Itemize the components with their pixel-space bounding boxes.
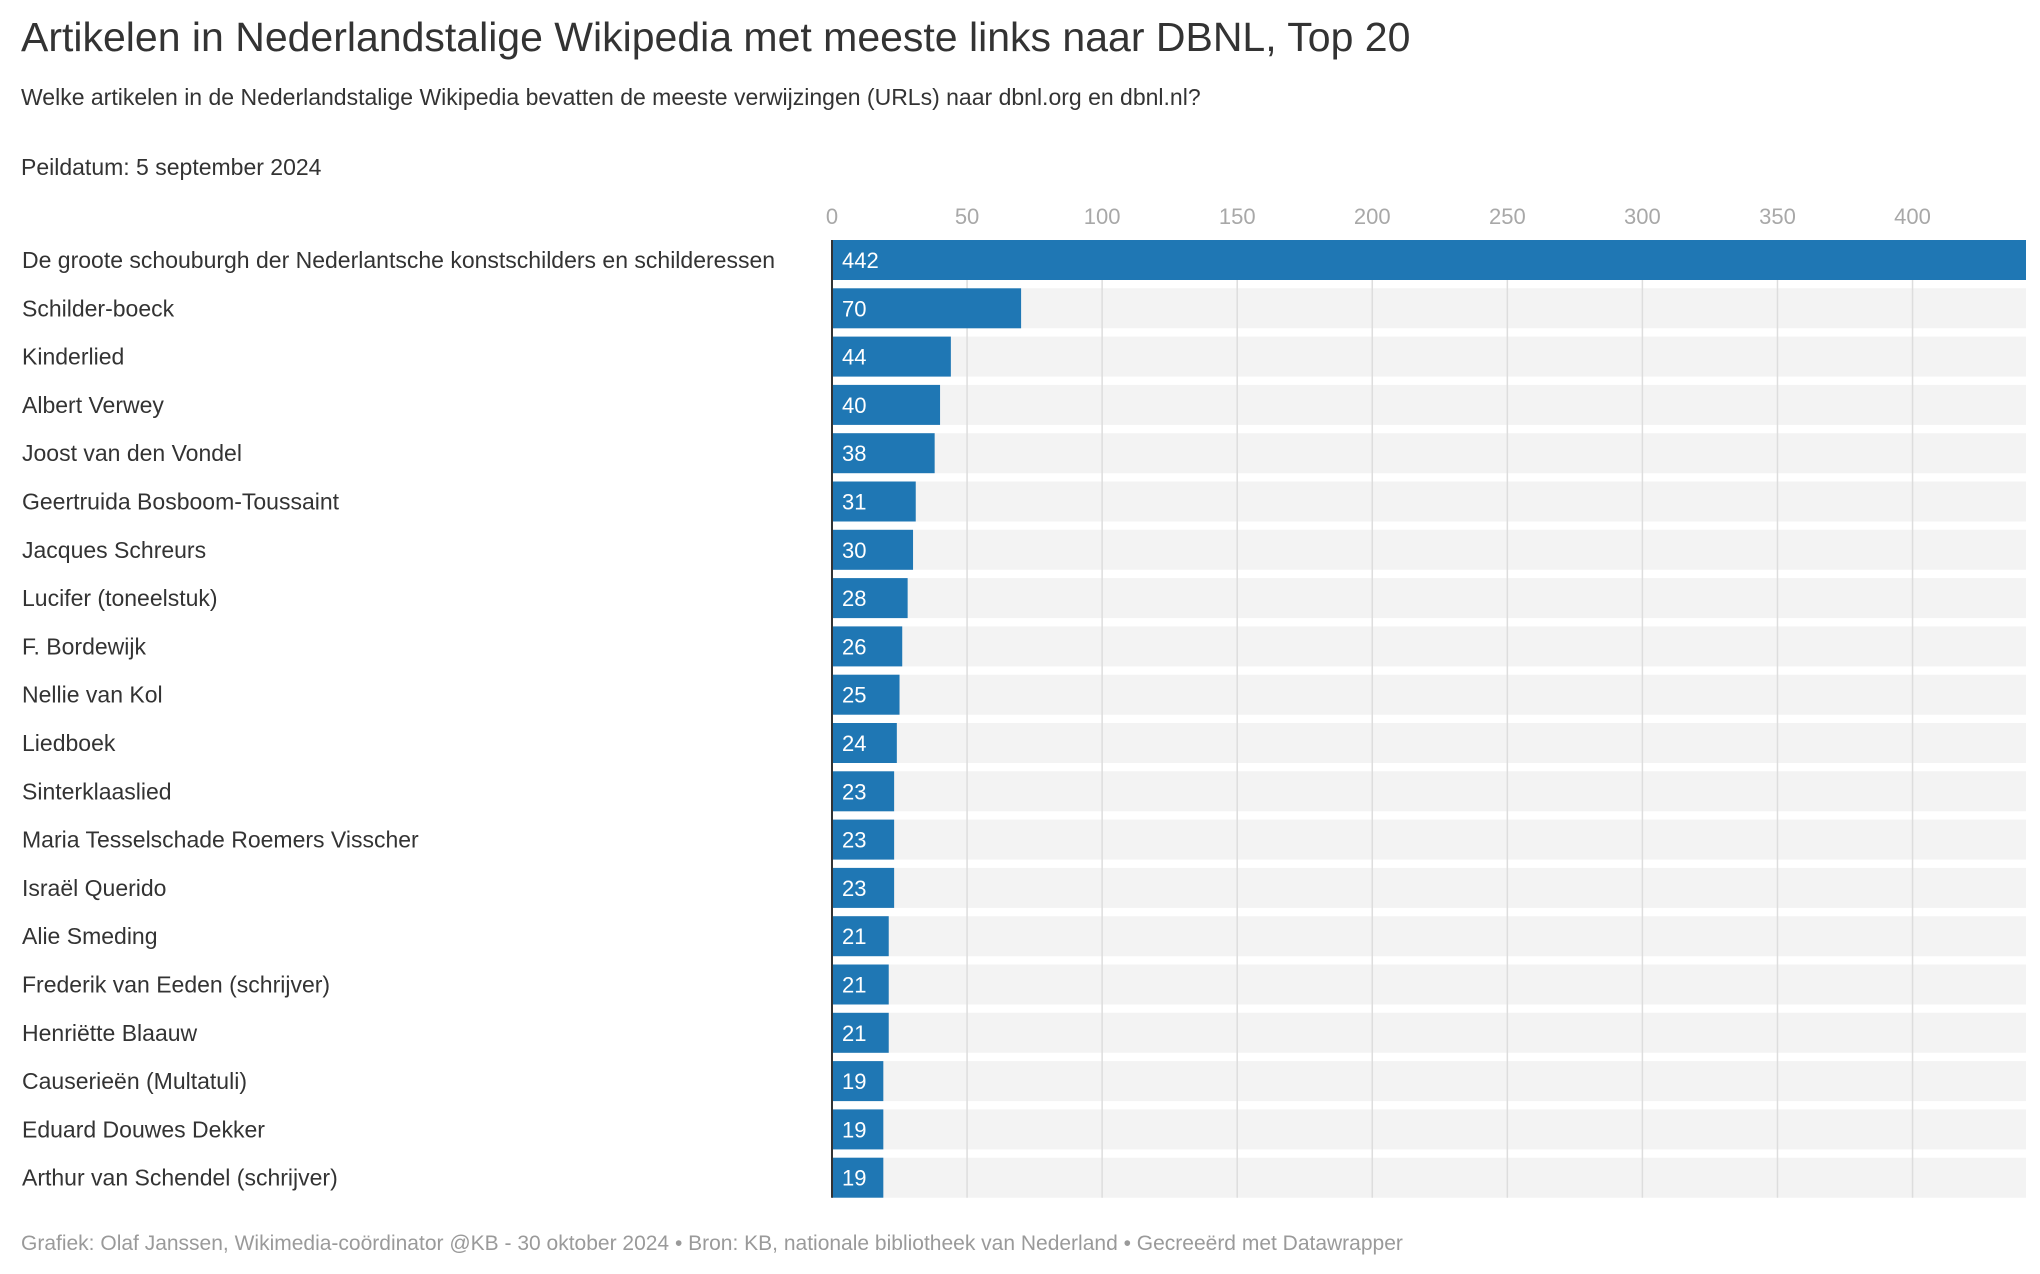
bar	[832, 674, 900, 715]
bar	[832, 1109, 884, 1150]
bar	[832, 481, 916, 522]
row-label: Arthur van Schendel (schrijver)	[22, 1165, 338, 1191]
row-track	[832, 964, 2026, 1005]
bar	[832, 240, 2026, 280]
row-label: Liedboek	[22, 730, 116, 756]
row-tracks	[832, 240, 2026, 1198]
bar-value-label: 26	[842, 634, 866, 659]
bar-value-label: 30	[842, 538, 866, 563]
row-track	[832, 819, 2026, 860]
bar	[832, 384, 941, 425]
bar-chart: 442 70 44 40 38 31 30 28 26 25 24 23 23 23 21 21 21 19 19 1…	[22, 204, 2026, 1198]
row-label: Lucifer (toneelstuk)	[22, 585, 218, 611]
chart-footer: Grafiek: Olaf Janssen, Wikimedia-coördin…	[21, 1232, 1403, 1255]
bar	[832, 433, 935, 474]
bar-value-label: 21	[842, 973, 866, 998]
bar	[832, 288, 1022, 329]
row-track	[832, 1157, 2026, 1198]
bar-value-label: 24	[842, 731, 866, 756]
bar-value-label: 23	[842, 828, 866, 853]
bar-value-label: 70	[842, 296, 866, 321]
x-tick-label: 150	[1219, 204, 1256, 229]
bar	[832, 964, 889, 1005]
bar	[832, 916, 889, 957]
x-tick-label: 200	[1354, 204, 1391, 229]
bar-value-label: 19	[842, 1117, 866, 1142]
row-label: Sinterklaaslied	[22, 778, 172, 804]
row-label: Nellie van Kol	[22, 682, 163, 708]
bar-value-label: 442	[842, 248, 879, 273]
row-track	[832, 1061, 2026, 1102]
bar-value-label: 21	[842, 924, 866, 949]
row-track	[832, 336, 2026, 377]
row-track	[832, 481, 2026, 522]
row-track	[832, 578, 2026, 619]
bar	[832, 626, 903, 667]
row-label: Frederik van Eeden (schrijver)	[22, 972, 330, 998]
row-track	[832, 529, 2026, 570]
row-track	[832, 288, 2026, 329]
bars	[832, 240, 2026, 1198]
row-label: De groote schouburgh der Nederlantsche k…	[22, 247, 775, 273]
bar-value-label: 44	[842, 345, 866, 370]
bar	[832, 819, 895, 860]
row-track	[832, 1012, 2026, 1053]
bar	[832, 336, 951, 377]
row-label: Joost van den Vondel	[22, 440, 242, 466]
row-label: Schilder-boeck	[22, 295, 175, 321]
row-labels: De groote schouburgh der Nederlantsche k…	[22, 247, 775, 1191]
bar-value-label: 31	[842, 490, 866, 515]
x-tick-label: 350	[1759, 204, 1796, 229]
bar-value-label: 23	[842, 779, 866, 804]
row-label: Causerieën (Multatuli)	[22, 1068, 247, 1094]
bar-value-label: 19	[842, 1069, 866, 1094]
x-tick-label: 250	[1489, 204, 1526, 229]
row-label: Henriëtte Blaauw	[22, 1020, 198, 1046]
x-tick-label: 0	[826, 204, 838, 229]
bar-value-label: 23	[842, 876, 866, 901]
bar	[832, 723, 897, 763]
bar	[832, 1157, 884, 1198]
bar-value-label: 19	[842, 1166, 866, 1191]
row-label: Geertruida Bosboom-Toussaint	[22, 489, 340, 515]
row-label: Eduard Douwes Dekker	[22, 1116, 265, 1142]
chart-subtitle: Welke artikelen in de Nederlandstalige W…	[21, 84, 1201, 110]
row-label: Jacques Schreurs	[22, 537, 206, 563]
row-track	[832, 723, 2026, 763]
row-label: F. Bordewijk	[22, 633, 146, 659]
bar	[832, 867, 895, 908]
row-track	[832, 771, 2026, 812]
bar-value-labels: 442 70 44 40 38 31 30 28 26 25 24 23 23 23 21 21 21 19 19 1…	[842, 248, 879, 1191]
row-track	[832, 916, 2026, 957]
bar	[832, 578, 908, 619]
bar-value-label: 25	[842, 683, 866, 708]
x-tick-label: 50	[955, 204, 979, 229]
chart-title: Artikelen in Nederlandstalige Wikipedia …	[21, 14, 1411, 60]
bar-value-label: 38	[842, 441, 866, 466]
x-tick-label: 300	[1624, 204, 1661, 229]
row-track	[832, 867, 2026, 908]
bar-value-label: 28	[842, 586, 866, 611]
x-tick-label: 100	[1084, 204, 1121, 229]
row-label: Albert Verwey	[22, 392, 164, 418]
gridlines	[966, 240, 1914, 1198]
row-label: Maria Tesselschade Roemers Visscher	[22, 827, 419, 853]
row-track	[832, 674, 2026, 715]
x-axis-ticks: 0 50 100 150 200 250 300 350 400	[826, 204, 1931, 229]
bar-value-label: 21	[842, 1021, 866, 1046]
row-track	[832, 384, 2026, 425]
row-label: Kinderlied	[22, 344, 124, 370]
row-track	[832, 433, 2026, 474]
row-label: Alie Smeding	[22, 923, 158, 949]
row-track	[832, 1109, 2026, 1150]
row-label: Israël Querido	[22, 875, 166, 901]
bar	[832, 771, 895, 812]
bar	[832, 529, 914, 570]
bar	[832, 1061, 884, 1102]
x-tick-label: 400	[1894, 204, 1931, 229]
bar-value-label: 40	[842, 393, 866, 418]
row-track	[832, 626, 2026, 667]
reference-date-note: Peildatum: 5 september 2024	[21, 154, 322, 180]
bar	[832, 1012, 889, 1053]
